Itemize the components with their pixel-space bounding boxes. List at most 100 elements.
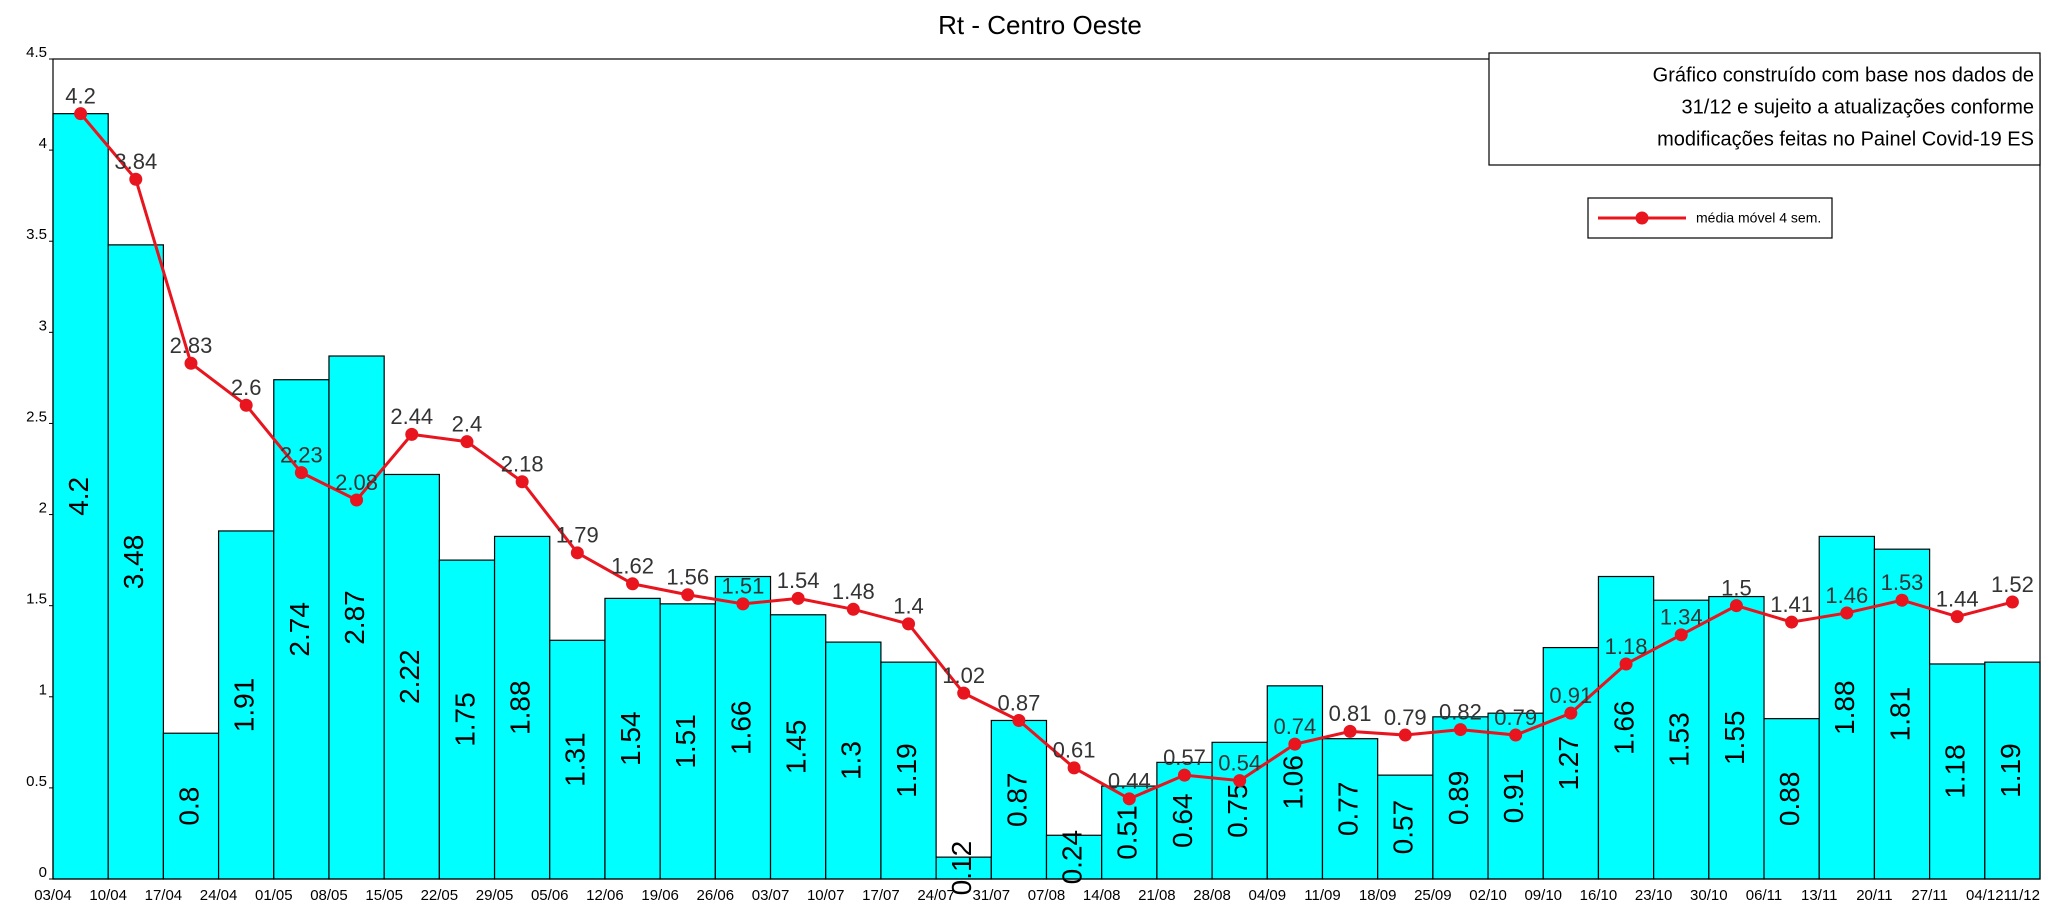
line-point <box>626 577 640 591</box>
bar-label: 1.18 <box>1940 744 1971 799</box>
bar-label: 1.88 <box>505 680 536 735</box>
line-label: 1.53 <box>1881 570 1924 595</box>
bar-label: 1.66 <box>725 701 756 756</box>
x-tick-label: 04/12 <box>1966 887 2004 904</box>
x-tick-label: 11/09 <box>1304 887 1340 904</box>
plot-frame <box>52 58 2041 880</box>
bar <box>1818 535 1876 880</box>
bar-label: 2.74 <box>284 602 315 657</box>
x-tick-label: 21/08 <box>1138 887 1176 904</box>
line-point <box>1950 610 1964 624</box>
x-tick-label: 07/08 <box>1028 887 1066 904</box>
line-point <box>1564 706 1578 720</box>
bar-label: 1.31 <box>560 732 591 787</box>
annotation: 31/12 e sujeito a atualizações conforme <box>1682 96 2034 118</box>
x-tick-label: 11/12 <box>2004 887 2040 904</box>
bar-label: 2.22 <box>394 649 425 704</box>
bar-label: 1.91 <box>229 678 260 733</box>
line-label: 0.79 <box>1384 705 1427 730</box>
annotation: Gráfico construído com base nos dados de <box>1653 64 2034 86</box>
line-point <box>736 597 750 611</box>
line-point <box>1012 713 1026 727</box>
line-point <box>681 588 695 602</box>
bar-label: 0.75 <box>1222 783 1253 838</box>
bar <box>1653 599 1710 880</box>
bar-label: 2.87 <box>339 590 370 645</box>
line-point <box>846 602 860 616</box>
line-point <box>350 493 364 507</box>
bar-label: 0.88 <box>1774 772 1805 827</box>
line-label: 2.6 <box>231 375 262 400</box>
line-label: 0.74 <box>1273 714 1316 739</box>
bar-label: 3.48 <box>118 535 149 590</box>
bar-label: 1.66 <box>1608 701 1639 756</box>
line-label: 3.84 <box>114 149 157 174</box>
line-point <box>902 617 916 631</box>
bar-label: 1.55 <box>1719 711 1750 766</box>
line-point <box>1509 728 1523 742</box>
line-label: 2.23 <box>280 442 323 467</box>
x-tick-label: 12/06 <box>586 887 624 904</box>
bar <box>990 719 1048 880</box>
x-tick-label: 02/10 <box>1469 887 1507 904</box>
y-tick-label: 1.5 <box>26 591 47 608</box>
line <box>79 112 2013 801</box>
bar-label: 0.89 <box>1443 771 1474 826</box>
bar <box>825 641 882 880</box>
x-tick-label: 19/06 <box>641 887 679 904</box>
x-tick-label: 04/09 <box>1249 887 1287 904</box>
x-tick-label: 22/05 <box>421 887 459 904</box>
bar <box>273 379 330 880</box>
bar-label: 0.24 <box>1056 830 1087 885</box>
line-point <box>74 107 88 121</box>
line-label: 1.02 <box>942 663 985 688</box>
line-point <box>184 356 198 370</box>
legend-marker <box>1635 211 1649 225</box>
bar <box>1763 718 1820 880</box>
line-point <box>1398 728 1412 742</box>
line-label: 1.48 <box>832 579 875 604</box>
line-point <box>2005 595 2019 609</box>
line-label: 2.18 <box>501 452 544 477</box>
bar-label: 4.2 <box>63 477 94 516</box>
x-tick-label: 17/04 <box>145 887 183 904</box>
line-point <box>515 475 529 489</box>
x-tick-label: 27/11 <box>1911 887 1947 904</box>
bar <box>549 639 606 880</box>
bar-label: 1.53 <box>1664 712 1695 767</box>
bar-label: 0.8 <box>173 787 204 826</box>
line-label: 0.54 <box>1218 750 1261 775</box>
line-label: 1.4 <box>893 594 924 619</box>
line-label: 1.62 <box>611 554 654 579</box>
x-tick-label: 05/06 <box>531 887 569 904</box>
y-tick-label: 4 <box>39 135 47 152</box>
bar-label: 1.75 <box>449 692 480 747</box>
x-tick-label: 24/07 <box>917 887 955 904</box>
x-tick-label: 08/05 <box>310 887 348 904</box>
bar <box>1597 575 1655 880</box>
line-point <box>294 466 308 480</box>
line-point <box>1233 774 1247 788</box>
x-tick-label: 01/05 <box>255 887 293 904</box>
bar <box>1984 661 2041 880</box>
bar <box>1929 663 1986 880</box>
line-label: 2.4 <box>452 411 483 436</box>
bar <box>604 597 661 880</box>
line-point <box>570 546 584 560</box>
x-tick-label: 09/10 <box>1524 887 1562 904</box>
line-point <box>1067 761 1081 775</box>
line-label: 0.61 <box>1053 738 1096 763</box>
x-tick-label: 03/07 <box>752 887 790 904</box>
line-label: 0.44 <box>1108 769 1151 794</box>
line-label: 0.87 <box>997 690 1040 715</box>
bar-label: 0.12 <box>946 841 977 896</box>
bar <box>1266 685 1324 880</box>
line-label: 1.79 <box>556 523 599 548</box>
x-tick-label: 03/04 <box>34 887 72 904</box>
line-label: 2.08 <box>335 470 378 495</box>
line-label: 2.44 <box>390 404 433 429</box>
x-tick-label: 31/07 <box>973 887 1011 904</box>
x-tick-label: 25/09 <box>1414 887 1452 904</box>
line-label: 0.79 <box>1494 705 1537 730</box>
line-label: 1.44 <box>1936 586 1979 611</box>
